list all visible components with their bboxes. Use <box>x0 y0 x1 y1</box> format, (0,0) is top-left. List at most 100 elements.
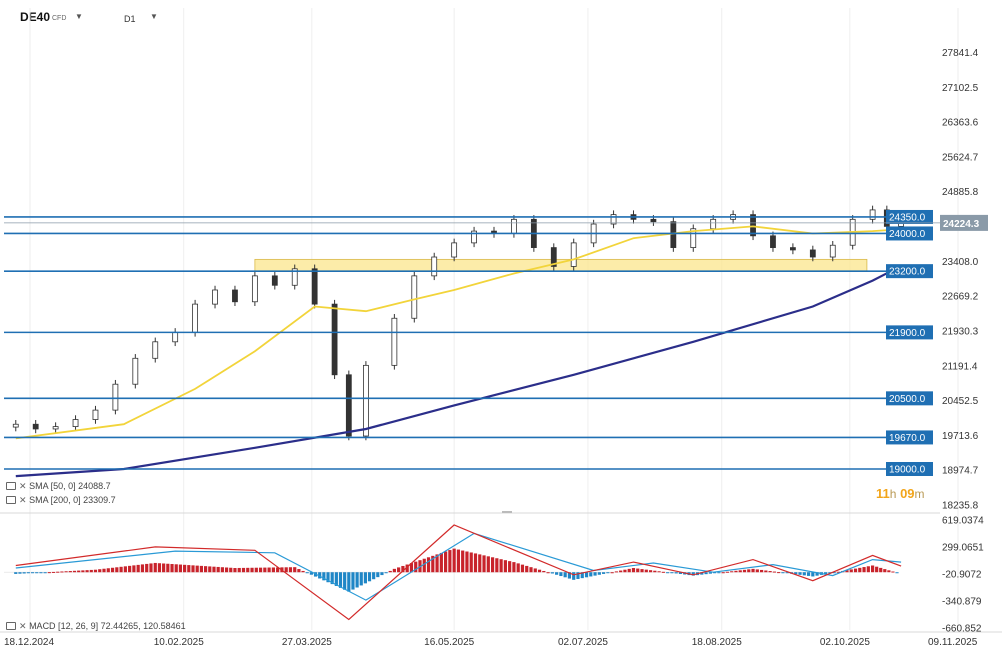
macd-histogram-bar <box>887 570 891 573</box>
timeframe-dropdown-icon[interactable]: ▼ <box>150 12 158 21</box>
sma200-legend[interactable]: ✕ SMA [200, 0] 23309.7 <box>6 495 116 506</box>
macd-histogram-bar <box>426 557 431 573</box>
macd-histogram-bar <box>858 567 862 573</box>
macd-histogram-bar <box>473 553 478 573</box>
macd-histogram-bar <box>60 571 64 573</box>
candle-body <box>52 426 59 430</box>
macd-histogram-bar <box>661 571 665 573</box>
candle-body <box>192 303 199 333</box>
macd-histogram-bar <box>347 572 351 592</box>
macd-histogram-bar <box>674 572 678 574</box>
eye-icon[interactable] <box>6 622 16 630</box>
close-icon[interactable]: ✕ <box>19 481 27 491</box>
macd-histogram-bar <box>678 572 683 574</box>
macd-histogram-bar <box>700 572 704 575</box>
macd-histogram-bar <box>444 551 448 573</box>
candle <box>471 226 477 248</box>
macd-legend[interactable]: ✕ MACD [12, 26, 9] 72.44265, 120.58461 <box>6 621 186 632</box>
price-tick-label: 27102.5 <box>942 83 979 94</box>
price-tick-label: 27841.4 <box>942 48 979 59</box>
macd-histogram-bar <box>422 558 426 573</box>
timeframe-selector[interactable]: D1 <box>124 14 136 24</box>
macd-histogram-bar <box>631 568 636 573</box>
eye-icon[interactable] <box>6 496 16 504</box>
macd-histogram-bar <box>563 572 567 578</box>
macd-histogram-bar <box>330 572 334 585</box>
macd-tick-label: 619.0374 <box>942 516 984 527</box>
macd-histogram-bar <box>216 566 220 573</box>
macd-histogram-bar <box>657 571 661 573</box>
macd-histogram-bar <box>367 572 372 582</box>
macd-histogram-bar <box>572 572 576 580</box>
macd-histogram-bar <box>203 566 208 573</box>
candle-body <box>271 275 278 286</box>
macd-histogram-bar <box>708 572 712 574</box>
level-tag <box>886 391 933 406</box>
candle-body <box>869 209 876 220</box>
macd-histogram-bar <box>542 570 546 573</box>
macd-histogram-bar <box>98 569 102 573</box>
macd-histogram-bar <box>372 572 376 580</box>
macd-histogram-bar <box>691 572 695 576</box>
macd-histogram-bar <box>297 569 301 573</box>
macd-histogram-bar <box>559 572 563 577</box>
symbol-dropdown-icon[interactable]: ▼ <box>75 12 83 21</box>
candle-body <box>212 289 218 305</box>
macd-histogram-bar <box>380 572 384 576</box>
close-icon[interactable]: ✕ <box>19 495 27 505</box>
eye-icon[interactable] <box>6 482 16 490</box>
level-tag-label: 19000.0 <box>889 465 926 476</box>
candle <box>92 405 99 424</box>
macd-histogram-bar <box>123 566 127 573</box>
symbol-name[interactable]: DE40 <box>20 10 51 24</box>
candle <box>511 215 517 238</box>
date-tick-label: 09.11.2025 <box>928 637 978 648</box>
macd-histogram-bar <box>301 570 305 573</box>
macd-histogram-bar <box>30 572 35 574</box>
macd-histogram-bar <box>721 572 725 574</box>
level-tag <box>886 209 933 224</box>
macd-histogram-bar <box>22 572 26 574</box>
macd-histogram-bar <box>153 562 157 573</box>
close-icon[interactable]: ✕ <box>19 621 27 631</box>
level-tag-label: 24000.0 <box>889 229 926 240</box>
macd-histogram-bar <box>486 556 490 573</box>
macd-histogram-bar <box>849 569 853 573</box>
price-tick-label: 22669.2 <box>942 292 979 303</box>
macd-histogram-bar <box>853 568 858 573</box>
sma200-label: SMA [200, 0] 23309.7 <box>29 495 116 505</box>
level-tag <box>886 430 933 445</box>
candle <box>271 271 278 290</box>
macd-histogram-bar <box>170 564 174 573</box>
macd-histogram-bar <box>64 571 68 573</box>
macd-histogram-bar <box>136 564 140 573</box>
candle-body <box>291 268 298 286</box>
candle-body <box>570 242 577 267</box>
macd-histogram-bar <box>576 572 580 579</box>
sma50-label: SMA [50, 0] 24088.7 <box>29 481 111 491</box>
macd-histogram-bar <box>431 555 435 573</box>
macd-histogram-bar <box>81 570 85 573</box>
macd-histogram-bar <box>601 572 606 574</box>
candle-body <box>610 214 617 225</box>
macd-histogram-bar <box>619 570 623 573</box>
macd-histogram-bar <box>115 567 119 573</box>
price-tick-label: 24885.8 <box>942 187 979 198</box>
macd-line <box>15 524 902 621</box>
macd-histogram-bar <box>478 554 482 573</box>
macd-histogram-bar <box>768 571 772 573</box>
macd-histogram-bar <box>263 567 267 573</box>
macd-histogram-bar <box>781 572 785 574</box>
candle-body <box>32 423 39 430</box>
macd-histogram-bar <box>102 568 106 573</box>
macd-histogram-bar <box>640 569 644 573</box>
candle <box>491 226 497 238</box>
date-tick-label: 02.10.2025 <box>820 637 870 648</box>
macd-histogram-bar <box>388 570 392 573</box>
price-tick-label: 20452.5 <box>942 396 979 407</box>
macd-histogram-bar <box>174 564 178 573</box>
macd-histogram-bar <box>589 572 593 577</box>
sma50-legend[interactable]: ✕ SMA [50, 0] 24088.7 <box>6 481 111 492</box>
candle <box>550 243 557 271</box>
